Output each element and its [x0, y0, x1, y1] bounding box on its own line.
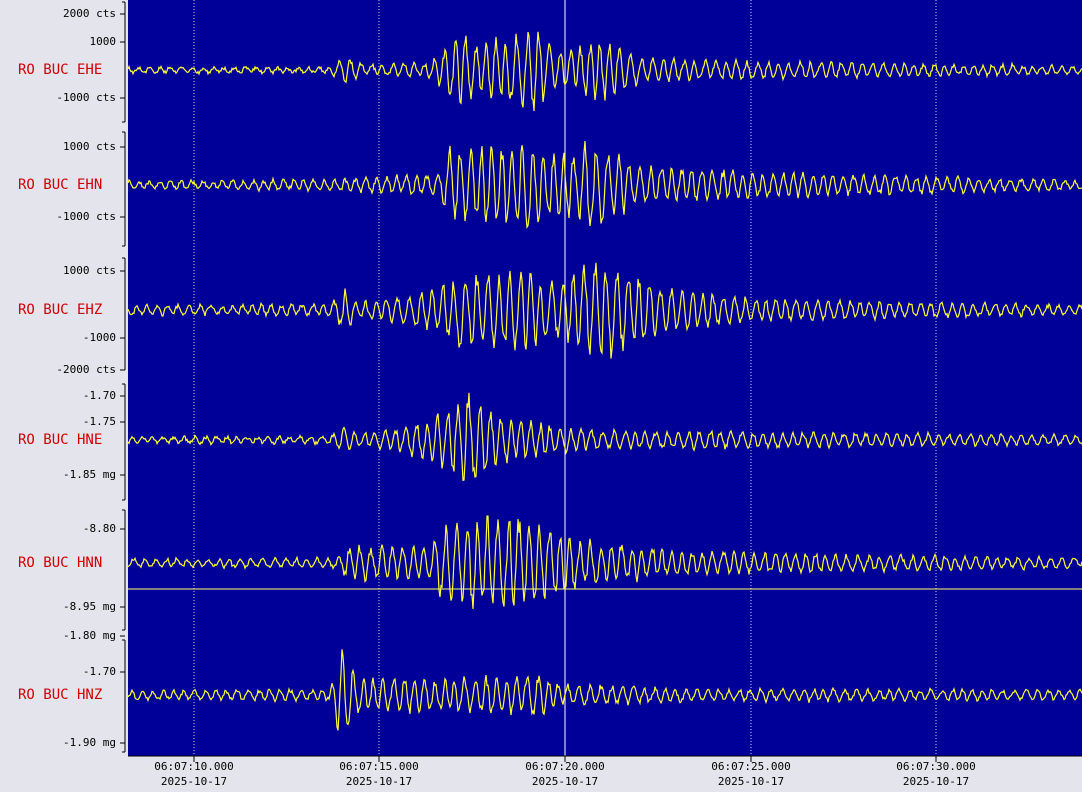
amplitude-label: -8.95 mg — [63, 600, 116, 613]
waveform — [128, 31, 1082, 112]
channel-label: RO BUC HNN — [18, 555, 102, 571]
amplitude-label: -1.75 — [83, 415, 116, 428]
channel-label: RO BUC HNZ — [18, 687, 102, 703]
channel-label: RO BUC EHE — [18, 62, 102, 78]
amplitude-label: -1.70 — [83, 665, 116, 678]
amplitude-label: -1.90 mg — [63, 736, 116, 749]
waveform — [128, 515, 1082, 609]
time-label: 06:07:10.000 — [154, 760, 233, 773]
amplitude-label: -8.80 — [83, 522, 116, 535]
waveform — [128, 392, 1082, 482]
date-label: 2025-10-17 — [903, 775, 969, 788]
channel-label: RO BUC EHZ — [18, 302, 102, 318]
amplitude-label: 1000 — [90, 35, 117, 48]
amplitude-label: -1000 cts — [56, 91, 116, 104]
channel-label: RO BUC HNE — [18, 432, 102, 448]
date-label: 2025-10-17 — [532, 775, 598, 788]
time-label: 06:07:25.000 — [711, 760, 790, 773]
amplitude-label: -1.85 mg — [63, 468, 116, 481]
amplitude-label: -1000 cts — [56, 210, 116, 223]
channel-label: RO BUC EHN — [18, 177, 102, 193]
time-label: 06:07:30.000 — [896, 760, 975, 773]
amplitude-label: 1000 cts — [63, 140, 116, 153]
amplitude-label: -1.80 mg — [63, 629, 116, 642]
waveform — [128, 649, 1082, 731]
waveform — [128, 141, 1082, 229]
amplitude-label: -1.70 — [83, 389, 116, 402]
amplitude-label: -1000 — [83, 331, 116, 344]
time-label: 06:07:20.000 — [525, 760, 604, 773]
date-label: 2025-10-17 — [718, 775, 784, 788]
plot-area — [128, 0, 1082, 756]
date-label: 2025-10-17 — [346, 775, 412, 788]
date-label: 2025-10-17 — [161, 775, 227, 788]
amplitude-label: 2000 cts — [63, 7, 116, 20]
time-label: 06:07:15.000 — [339, 760, 418, 773]
amplitude-label: -2000 cts — [56, 363, 116, 376]
waveform — [128, 262, 1082, 359]
amplitude-label: 1000 cts — [63, 264, 116, 277]
